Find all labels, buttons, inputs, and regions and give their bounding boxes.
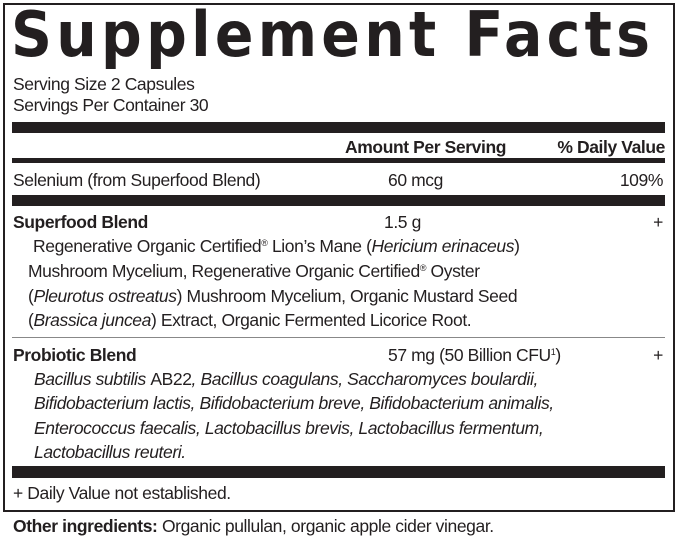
superfood-amount: 1.5 g [384, 212, 421, 232]
superfood-line-3: (Pleurotus ostreatus) Mushroom Mycelium,… [28, 286, 518, 306]
panel-title: Supplement Facts [11, 0, 655, 71]
superfood-name: Superfood Blend [13, 212, 148, 232]
probiotic-name: Probiotic Blend [13, 345, 137, 365]
other-ingredients: Other ingredients: Organic pullulan, org… [13, 516, 494, 536]
supplement-facts-panel [3, 3, 675, 512]
superfood-dv: + [653, 212, 663, 232]
thick-divider [12, 195, 665, 206]
superfood-line-2: Mushroom Mycelium, Regenerative Organic … [28, 261, 480, 281]
servings-per-container: Servings Per Container 30 [13, 95, 209, 115]
probiotic-line-1: Bacillus subtilis AB22, Bacillus coagula… [34, 369, 538, 389]
medium-divider [12, 158, 665, 163]
probiotic-line-4: Lactobacillus reuteri. [34, 442, 186, 462]
probiotic-dv: + [653, 345, 663, 365]
serving-size: Serving Size 2 Capsules [13, 74, 195, 94]
superfood-line-1: Regenerative Organic Certified® Lion’s M… [33, 236, 520, 256]
selenium-dv: 109% [619, 170, 664, 190]
thick-divider [12, 122, 665, 133]
selenium-name: Selenium (from Superfood Blend) [13, 170, 261, 190]
header-daily-value: % Daily Value [557, 137, 665, 157]
thick-divider [12, 466, 665, 478]
probiotic-line-3: Enterococcus faecalis, Lactobacillus bre… [34, 418, 544, 438]
strain-code: AB22 [150, 369, 192, 389]
header-amount: Amount Per Serving [345, 137, 507, 157]
superfood-line-4: (Brassica juncea) Extract, Organic Ferme… [28, 310, 472, 330]
probiotic-amount: 57 mg (50 Billion CFU1) [388, 345, 561, 365]
probiotic-line-2: Bifidobacterium lactis, Bifidobacterium … [34, 393, 554, 413]
selenium-amount: 60 mcg [388, 170, 443, 190]
thin-divider [12, 337, 665, 338]
footnote: + Daily Value not established. [13, 483, 231, 503]
